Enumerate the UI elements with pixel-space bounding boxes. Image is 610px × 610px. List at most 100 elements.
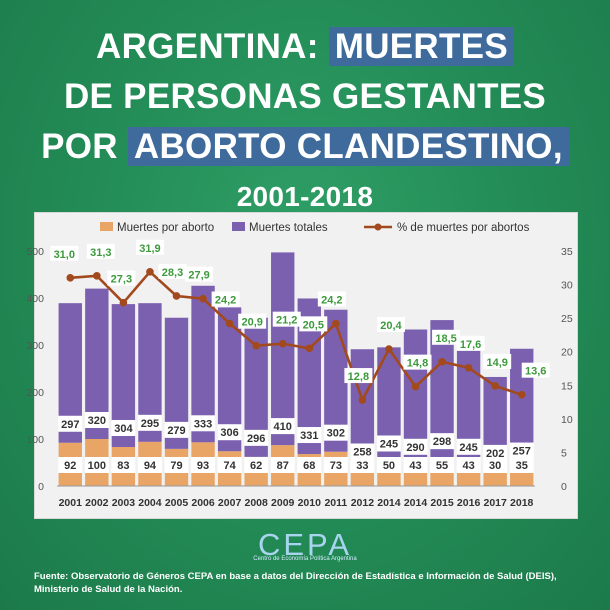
percent-label-box <box>135 239 164 255</box>
chart-title: ARGENTINA: MUERTES DE PERSONAS GESTANTES… <box>0 22 610 222</box>
x-tick-label: 2001 <box>59 497 83 509</box>
x-tick-label: 2018 <box>510 497 534 509</box>
right-axis-tick-label: 15 <box>561 380 573 392</box>
percent-value-label: 27,9 <box>188 270 209 282</box>
percent-label-box <box>456 335 485 351</box>
x-tick-label: 2006 <box>191 497 215 509</box>
x-tick-label: 2002 <box>85 497 109 509</box>
abortion-value-label: 50 <box>383 460 395 472</box>
percent-label-box <box>521 362 550 378</box>
percent-label-box <box>185 266 214 282</box>
percent-label-box <box>317 291 346 307</box>
abortion-value-label: 62 <box>250 460 262 472</box>
percent-label-box <box>86 243 115 259</box>
right-axis-tick-label: 20 <box>561 347 573 359</box>
title-country: ARGENTINA: <box>96 27 319 66</box>
abortion-label-box <box>430 457 455 473</box>
right-axis-tick-label: 35 <box>561 246 573 258</box>
percent-point <box>93 272 101 280</box>
abortion-value-label: 68 <box>303 460 315 472</box>
percent-point <box>358 396 367 404</box>
total-label-box <box>111 419 136 436</box>
cepa-logo: CEPA <box>257 527 353 562</box>
abortion-value-label: 35 <box>516 460 528 472</box>
title-years: 2001-2018 <box>236 181 374 212</box>
abortion-value-label: 33 <box>356 460 368 472</box>
bar-total-deaths <box>377 347 401 463</box>
percent-value-label: 12,8 <box>348 371 369 383</box>
percent-value-label: 14,9 <box>486 357 507 369</box>
percent-label-box <box>376 317 405 333</box>
right-axis-tick-label: 0 <box>561 481 567 493</box>
total-label-box <box>323 424 348 441</box>
bar-total-deaths <box>191 285 215 443</box>
source-note: Fuente: Observatorio de Géneros CEPA en … <box>34 571 557 595</box>
bar-total-deaths <box>244 317 268 457</box>
x-tick-label: 2017 <box>483 497 507 509</box>
left-axis-tick-label: 300 <box>26 340 44 352</box>
bar-total-deaths <box>297 298 321 455</box>
total-label-box <box>509 442 534 459</box>
abortion-value-label: 43 <box>462 460 474 472</box>
percent-point <box>119 298 128 307</box>
total-value-label: 245 <box>380 439 398 451</box>
bar-total-deaths <box>164 317 189 449</box>
bar-abortion-deaths <box>350 470 375 486</box>
title-line-1: ARGENTINA: MUERTES <box>0 22 610 72</box>
total-label-box <box>456 438 481 455</box>
abortion-value-label: 94 <box>144 460 157 472</box>
percent-value-label: 18,5 <box>435 333 456 345</box>
total-label-box <box>297 427 322 444</box>
x-tick-label: 2016 <box>457 497 481 509</box>
abortion-value-label: 92 <box>64 460 76 472</box>
right-axis-tick-label: 10 <box>561 414 573 426</box>
bar-total-deaths <box>510 348 534 470</box>
left-axis-tick-label: 100 <box>26 434 44 446</box>
abortion-label-box <box>217 457 242 473</box>
abortion-label-box <box>483 457 508 473</box>
abortion-label-box <box>58 457 83 473</box>
total-value-label: 279 <box>167 425 185 437</box>
abortion-label-box <box>164 457 189 473</box>
abortion-label-box <box>376 457 401 473</box>
right-axis-tick-label: 30 <box>561 280 573 292</box>
abortion-label-box <box>137 457 162 473</box>
percent-point <box>385 345 393 353</box>
left-axis-tick-label: 0 <box>38 481 44 493</box>
percent-value-label: 28,3 <box>162 267 183 279</box>
abortion-label-box <box>244 457 269 473</box>
x-tick-label: 2015 <box>430 497 454 509</box>
x-tick-label: 2005 <box>165 497 189 509</box>
percent-point <box>225 319 234 328</box>
percent-line <box>70 269 523 404</box>
x-tick-label: 2014 <box>404 497 428 509</box>
percent-point <box>464 364 473 372</box>
bar-total-deaths <box>85 288 109 439</box>
percent-value-label: 13,6 <box>525 366 546 378</box>
abortion-label-box <box>84 457 109 473</box>
percent-label-box <box>211 291 240 307</box>
total-label-box <box>217 424 242 441</box>
cepa-logo-tagline: Centro de Economía Política Argentina <box>253 556 357 562</box>
percent-label-box <box>158 263 187 279</box>
percent-value-label: 20,4 <box>380 320 402 332</box>
left-axis-tick-label: 500 <box>26 246 44 258</box>
legend-swatch-abortion <box>100 222 113 231</box>
abortion-label-box <box>456 457 481 473</box>
title-highlight-aborto: ABORTO CLANDESTINO, <box>127 127 569 166</box>
title-highlight-muertes: MUERTES <box>328 27 514 66</box>
percent-value-label: 20,5 <box>303 319 324 331</box>
bar-abortion-deaths <box>510 469 534 486</box>
abortion-label-box <box>111 457 136 473</box>
abortion-value-label: 93 <box>197 460 209 472</box>
total-label-box <box>164 421 189 438</box>
percent-point <box>411 382 420 391</box>
abortion-value-label: 87 <box>277 460 289 472</box>
percent-value-label: 31,0 <box>54 249 75 261</box>
bar-total-deaths <box>271 252 295 446</box>
abortion-value-label: 73 <box>330 460 342 472</box>
total-value-label: 302 <box>327 428 345 440</box>
abortion-value-label: 55 <box>436 460 448 472</box>
percent-point <box>252 341 260 350</box>
bar-total-deaths <box>111 304 136 447</box>
